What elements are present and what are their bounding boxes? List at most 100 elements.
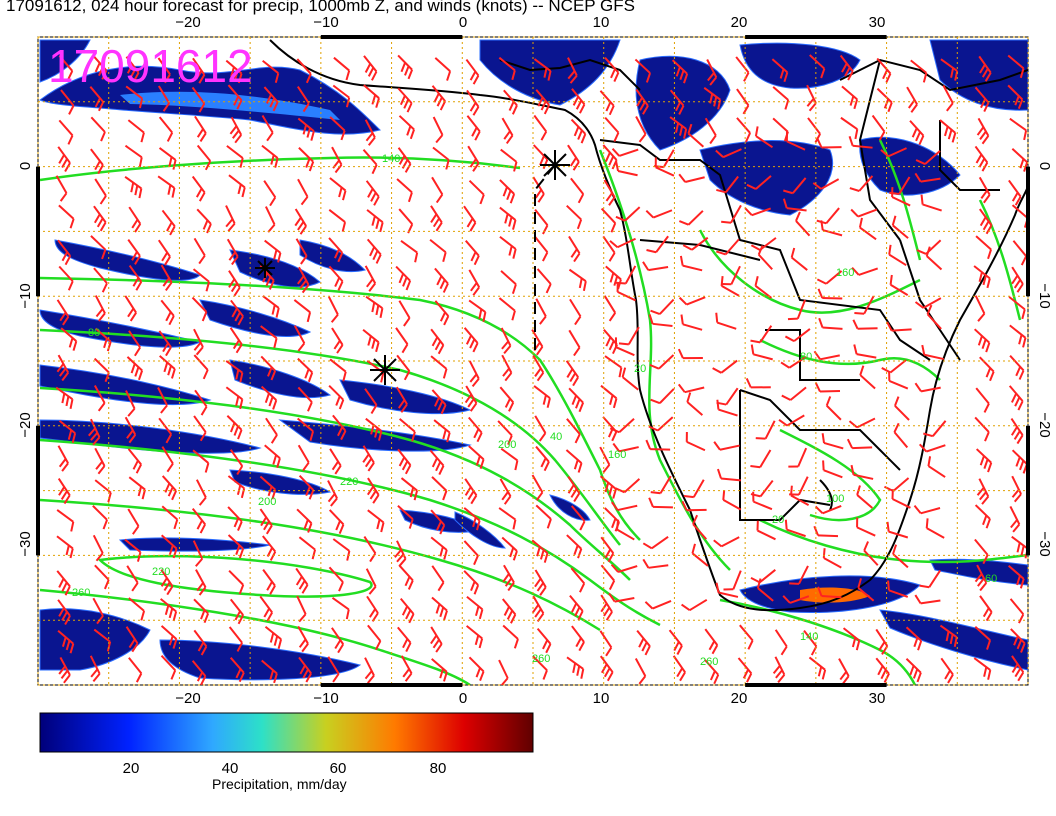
wind-barb [1011,148,1028,172]
wind-barb [721,265,741,286]
colorbar-label: 80 [430,760,447,777]
wind-barb [816,270,843,285]
wind-barb [599,475,617,499]
wind-barb [876,57,892,83]
wind-barb [296,595,307,623]
wind-barb [755,420,776,440]
wind-barb [535,298,547,325]
wind-barb [230,299,244,326]
contour-label: 140 [382,153,400,165]
wind-barb [1008,296,1026,320]
lat-lon-grid [37,36,1029,686]
contour-label: 260 [72,587,90,599]
wind-barb [681,598,708,612]
wind-barb [396,354,411,381]
wind-barb [1008,385,1024,411]
wind-barb [691,543,709,567]
wind-barb [128,264,143,291]
wind-barb [974,538,989,565]
axis-marks [36,35,1030,687]
wind-barb [464,240,480,266]
wind-barb [635,88,649,115]
wind-barb [432,116,444,144]
wind-barb [532,354,545,382]
wind-barb [93,205,107,232]
wind-barb [568,387,585,413]
wind-barb [909,120,925,146]
wind-barb [92,534,104,562]
wind-barb [193,328,204,356]
wind-barb [921,344,944,361]
lat-tick-labels-left: 0 −10 −20 −30 [17,162,34,557]
wind-barb [706,59,718,86]
wind-barb [680,314,703,331]
star-marker [255,258,275,278]
wind-barb [817,586,842,599]
wind-barb [125,85,144,109]
wind-barb [715,312,737,330]
wind-barb [570,567,586,593]
wind-barb [297,386,313,412]
wind-barb [56,354,70,382]
wind-barb [782,198,807,212]
wind-barb [604,355,623,378]
wind-barb [463,570,480,595]
wind-barb [820,220,843,237]
wind-barb [604,57,620,82]
wind-barb [886,321,912,332]
wind-barb [686,392,704,416]
wind-barb [809,54,826,79]
wind-barb [262,569,276,595]
wind-barb [362,445,375,472]
wind-barb [193,354,209,380]
wind-barb [644,600,672,610]
wind-barb [229,327,243,354]
wind-barb [227,475,246,499]
wind-barb [910,59,928,83]
wind-barb [160,534,178,559]
wind-barb [778,414,805,427]
wind-barb [534,415,547,442]
wind-barb [533,385,551,408]
wind-barb [57,599,71,625]
wind-barb [229,657,245,683]
wind-barb [395,386,408,413]
wind-barb [93,357,110,383]
wind-barb [886,521,909,539]
wind-barb [398,300,411,327]
wind-barb [616,519,635,541]
wind-barb [650,388,675,405]
wind-barb [225,59,243,84]
wind-barb [570,177,585,204]
wind-barb [856,517,876,537]
wind-barb [568,268,587,291]
contour-label: 260 [532,653,550,665]
wind-barb [125,390,136,417]
contour-labels: 140 80 200 260 260 220 160 100 20 40 60 … [72,153,997,668]
wind-barb [331,627,345,654]
wind-barb [364,265,377,292]
wind-barb [397,626,412,653]
wind-barb [229,449,244,475]
wind-barb [978,176,991,204]
wind-barb [502,624,519,649]
lon-tick-label: −10 [313,14,338,31]
wind-barbs [55,54,1028,685]
wind-barb [259,595,274,622]
wind-barb [363,84,380,108]
wind-barb [735,56,750,82]
wind-barb [297,117,315,141]
wind-barb [635,116,647,143]
wind-barb [783,177,807,195]
wind-barb [636,630,651,656]
lat-tick-labels-right: 0 −10 −20 −30 [1036,162,1053,557]
wind-barb [191,296,208,322]
wind-barb [56,299,70,326]
wind-barb [926,304,942,330]
wind-barb [642,535,669,550]
wind-barb [788,447,808,468]
wind-barb [297,357,314,383]
contour-label: 160 [836,267,854,279]
wind-barb [297,266,310,294]
wind-barb [1008,179,1022,206]
